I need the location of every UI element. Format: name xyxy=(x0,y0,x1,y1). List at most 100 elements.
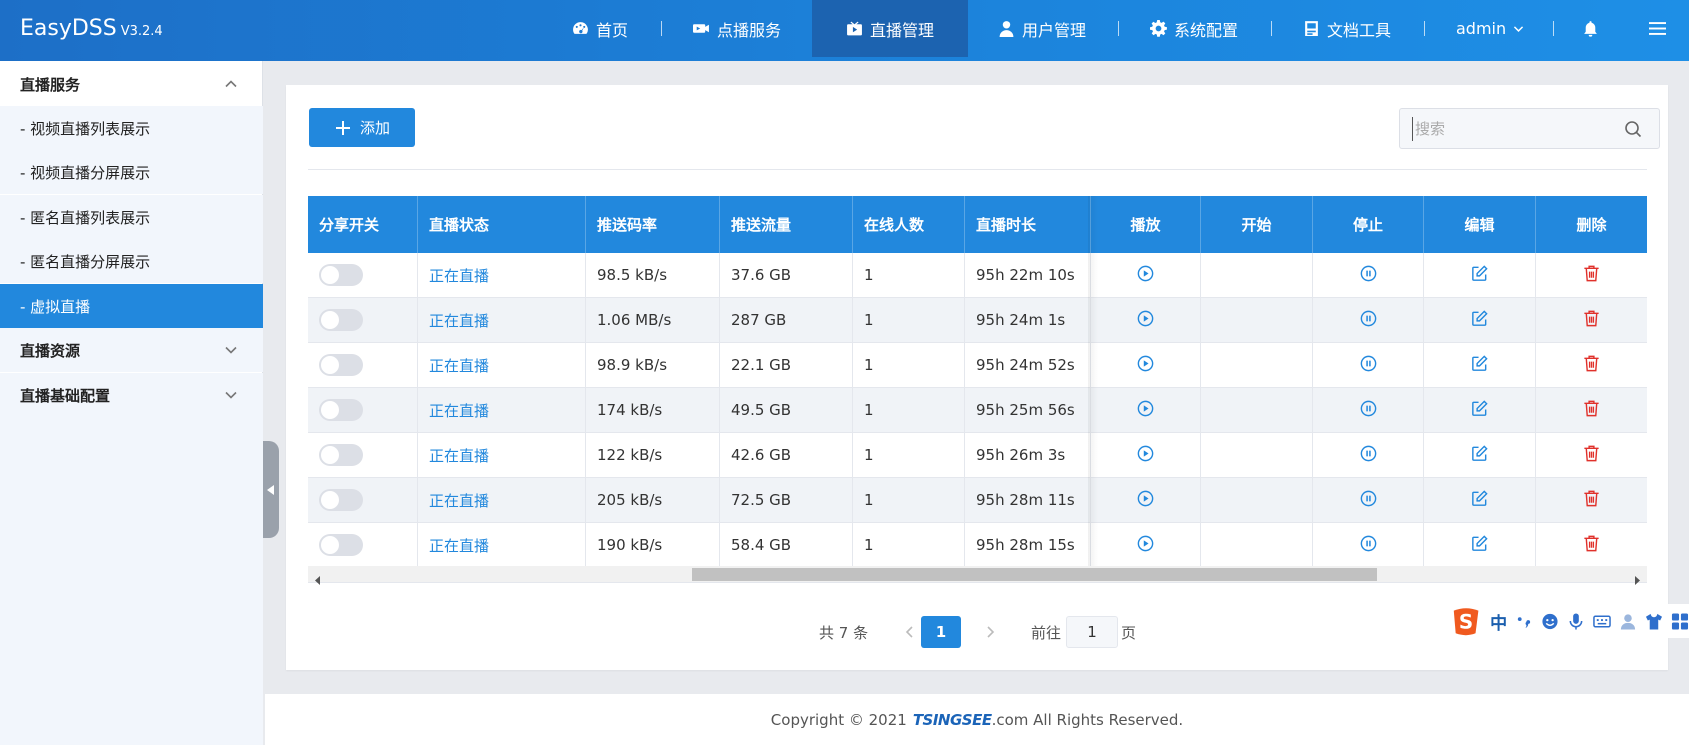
scroll-right-arrow-icon[interactable] xyxy=(1633,570,1642,585)
sidebar-item-video-live-split[interactable]: - 视频直播分屏展示 xyxy=(0,150,263,194)
user-menu[interactable]: admin xyxy=(1456,0,1525,57)
edit-icon[interactable] xyxy=(1470,354,1489,377)
live-status[interactable]: 正在直播 xyxy=(418,523,586,567)
delete-cell xyxy=(1536,388,1647,432)
share-toggle[interactable] xyxy=(319,444,363,466)
table-row: 正在直播 190 kB/s 58.4 GB 1 95h 28m 15s xyxy=(308,523,1647,568)
play-icon[interactable] xyxy=(1136,399,1155,422)
punctuation-icon[interactable] xyxy=(1515,612,1533,631)
live-status[interactable]: 正在直播 xyxy=(418,388,586,432)
play-icon[interactable] xyxy=(1136,489,1155,512)
live-status[interactable]: 正在直播 xyxy=(418,433,586,477)
search-icon[interactable] xyxy=(1624,120,1642,138)
page-number-current[interactable]: 1 xyxy=(921,616,961,648)
sidebar-group-live-resources[interactable]: 直播资源 xyxy=(0,328,263,372)
prev-page-button[interactable] xyxy=(890,616,930,648)
pause-icon[interactable] xyxy=(1359,444,1378,467)
notification-button[interactable] xyxy=(1582,0,1599,57)
pause-icon[interactable] xyxy=(1359,264,1378,287)
app-brand[interactable]: EasyDSS V3.2.4 xyxy=(20,16,163,41)
sidebar-item-anonymous-live-split[interactable]: - 匿名直播分屏展示 xyxy=(0,239,263,283)
play-cell xyxy=(1091,478,1201,522)
push-bitrate: 98.5 kB/s xyxy=(586,253,720,297)
pause-icon[interactable] xyxy=(1359,534,1378,557)
delete-cell xyxy=(1536,298,1647,342)
share-toggle[interactable] xyxy=(319,489,363,511)
pause-icon[interactable] xyxy=(1359,354,1378,377)
play-cell xyxy=(1091,343,1201,387)
nav-vod-service[interactable]: 点播服务 xyxy=(693,0,781,57)
nav-user-management[interactable]: 用户管理 xyxy=(998,0,1086,57)
play-icon[interactable] xyxy=(1136,309,1155,332)
column-header: 直播状态 xyxy=(418,196,586,253)
tsingsee-logo[interactable]: TSINGSEE xyxy=(912,710,992,729)
stop-cell xyxy=(1313,433,1424,477)
play-icon[interactable] xyxy=(1136,354,1155,377)
trash-icon[interactable] xyxy=(1582,264,1601,287)
share-toggle[interactable] xyxy=(319,354,363,376)
edit-icon[interactable] xyxy=(1470,489,1489,512)
ime-mode-label[interactable]: 中 xyxy=(1490,613,1508,634)
emoji-icon[interactable] xyxy=(1541,612,1559,631)
trash-icon[interactable] xyxy=(1582,354,1601,377)
edit-icon[interactable] xyxy=(1470,444,1489,467)
keyboard-icon[interactable] xyxy=(1593,612,1611,631)
horizontal-scrollbar[interactable] xyxy=(308,566,1647,585)
play-icon[interactable] xyxy=(1136,264,1155,287)
trash-icon[interactable] xyxy=(1582,399,1601,422)
sidebar-item-label: - 匿名直播列表展示 xyxy=(20,208,151,227)
live-status[interactable]: 正在直播 xyxy=(418,343,586,387)
video-camera-icon xyxy=(693,24,709,33)
column-header: 停止 xyxy=(1313,196,1424,253)
sidebar-item-virtual-live[interactable]: - 虚拟直播 xyxy=(0,284,263,328)
microphone-icon[interactable] xyxy=(1567,612,1585,631)
pause-icon[interactable] xyxy=(1359,309,1378,332)
sidebar-item-anonymous-live-list[interactable]: - 匿名直播列表展示 xyxy=(0,195,263,239)
push-traffic: 72.5 GB xyxy=(720,478,853,522)
ime-toolbar: S 中 xyxy=(1446,604,1689,638)
pause-icon[interactable] xyxy=(1359,399,1378,422)
share-toggle[interactable] xyxy=(319,534,363,556)
chevron-left-icon xyxy=(905,626,913,638)
share-toggle[interactable] xyxy=(319,264,363,286)
trash-icon[interactable] xyxy=(1582,534,1601,557)
share-toggle[interactable] xyxy=(319,399,363,421)
edit-icon[interactable] xyxy=(1470,309,1489,332)
search-input[interactable] xyxy=(1412,117,1612,141)
sidebar-group-live-basic-config[interactable]: 直播基础配置 xyxy=(0,373,263,417)
edit-icon[interactable] xyxy=(1470,399,1489,422)
trash-icon[interactable] xyxy=(1582,489,1601,512)
edit-icon[interactable] xyxy=(1470,264,1489,287)
push-bitrate: 1.06 MB/s xyxy=(586,298,720,342)
add-button[interactable]: 添加 xyxy=(309,108,415,147)
edit-icon[interactable] xyxy=(1470,534,1489,557)
play-icon[interactable] xyxy=(1136,534,1155,557)
sidebar-item-video-live-list[interactable]: - 视频直播列表展示 xyxy=(0,106,263,150)
sidebar-collapse-handle[interactable] xyxy=(263,441,279,538)
live-status[interactable]: 正在直播 xyxy=(418,478,586,522)
live-status[interactable]: 正在直播 xyxy=(418,298,586,342)
user-account-icon[interactable] xyxy=(1619,612,1637,631)
pause-icon[interactable] xyxy=(1359,489,1378,512)
trash-icon[interactable] xyxy=(1582,444,1601,467)
goto-page-input[interactable] xyxy=(1066,616,1118,648)
trash-icon[interactable] xyxy=(1582,309,1601,332)
sogou-ime-logo-icon[interactable]: S xyxy=(1450,604,1482,638)
nav-doc-tools[interactable]: 文档工具 xyxy=(1303,0,1391,57)
nav-system-config[interactable]: 系统配置 xyxy=(1150,0,1238,57)
live-status[interactable]: 正在直播 xyxy=(418,253,586,297)
scroll-left-arrow-icon[interactable] xyxy=(313,570,322,585)
goto-label: 前往 xyxy=(1031,623,1062,642)
share-toggle[interactable] xyxy=(319,309,363,331)
scrollbar-thumb[interactable] xyxy=(692,568,1377,581)
menu-toggle-button[interactable] xyxy=(1649,0,1666,57)
skin-shirt-icon[interactable] xyxy=(1645,612,1663,631)
share-toggle-cell xyxy=(308,478,418,522)
next-page-button[interactable] xyxy=(970,616,1010,648)
toolbox-grid-icon[interactable] xyxy=(1671,612,1689,631)
sidebar-group-live-service[interactable]: 直播服务 xyxy=(0,62,263,106)
nav-home[interactable]: 首页 xyxy=(572,0,628,57)
app-version: V3.2.4 xyxy=(120,24,163,39)
nav-live-management[interactable]: 直播管理 xyxy=(812,0,969,57)
play-icon[interactable] xyxy=(1136,444,1155,467)
